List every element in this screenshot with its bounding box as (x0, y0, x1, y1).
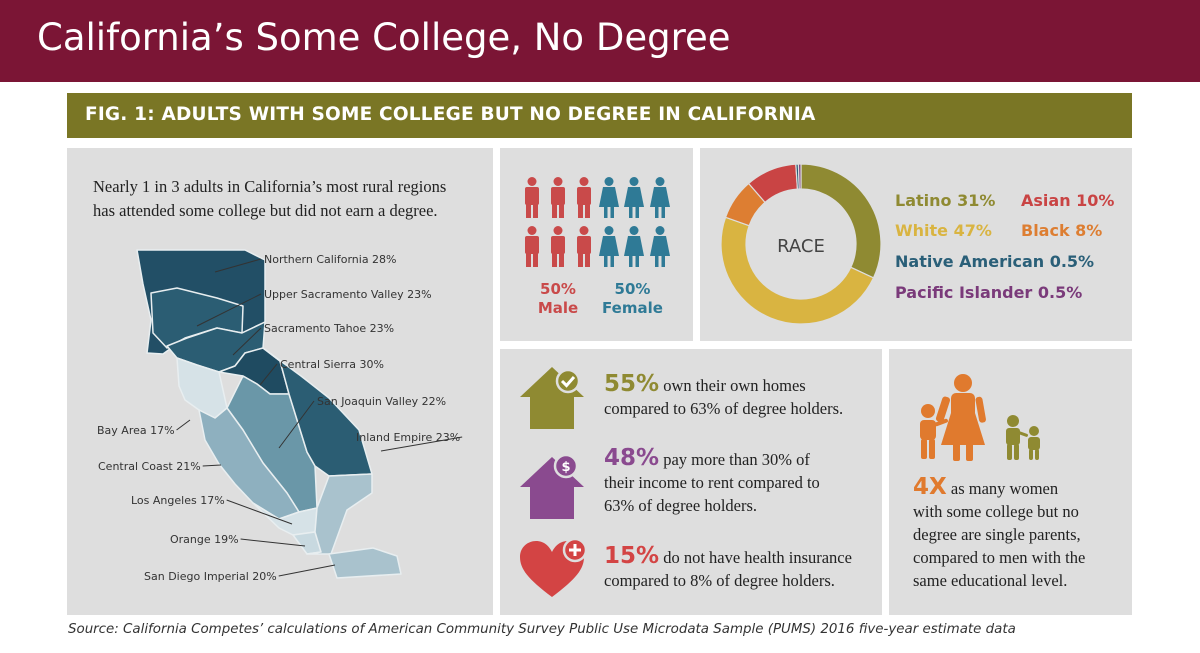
health-insurance-stat: 15% do not have health insurance compare… (604, 545, 874, 592)
map-label-inland-empire: Inland Empire 23% (356, 431, 460, 444)
single-parents-panel: 4X as many women with some college but n… (889, 349, 1132, 615)
donut-slice-white (720, 216, 875, 325)
map-intro-line1: Nearly 1 in 3 adults in California’s mos… (93, 177, 447, 196)
slide-title: California’s Some College, No Degree (37, 16, 731, 59)
race-legend-black: Black 8% (1021, 221, 1103, 240)
rent-burden-line1: pay more than 30% of (663, 450, 810, 469)
male-person-icon-2 (551, 177, 565, 218)
map-leader-los-angeles (226, 499, 293, 525)
single-parents-line4: compared to men with the (913, 548, 1086, 567)
female-person-icon-6 (650, 226, 670, 267)
male-percent: 50% (540, 280, 576, 298)
single-parents-line5: same educational level. (913, 571, 1068, 590)
map-leader-san-joaquin-valley (278, 400, 315, 449)
source-note: Source: California Competes’ calculation… (68, 622, 1016, 637)
female-person-icon-4 (599, 226, 619, 267)
male-person-icon-5 (551, 226, 565, 267)
figure-header: FIG. 1: ADULTS WITH SOME COLLEGE BUT NO … (67, 93, 1132, 138)
map-leader-orange (240, 538, 306, 547)
race-center-label: RACE (777, 236, 825, 257)
female-person-icon-1 (599, 177, 619, 218)
rent-burden-value: 48% (604, 445, 660, 471)
map-leader-inland-empire (380, 436, 463, 452)
race-legend-pacific-islander: Pacific Islander 0.5% (895, 283, 1083, 302)
race-donut-chart: RACE (720, 163, 882, 325)
home-ownership-stat: 55% own their own homes compared to 63% … (604, 373, 874, 420)
rent-burden-line3: 63% of degree holders. (604, 496, 758, 515)
gender-panel: 50% Male 50% Female (500, 148, 693, 341)
race-legend-native-american: Native American 0.5% (895, 252, 1095, 271)
female-label: 50% Female (595, 280, 670, 318)
map-panel: Nearly 1 in 3 adults in California’s mos… (67, 148, 493, 615)
female-person-icon-3 (650, 177, 670, 218)
race-legend-asian: Asian 10% (1021, 191, 1115, 210)
single-parents-line3: degree are single parents, (913, 525, 1081, 544)
donut-slice-latino (800, 163, 882, 279)
male-person-icon-4 (525, 226, 539, 267)
health-insurance-line2: compared to 8% of degree holders. (604, 571, 835, 590)
home-ownership-line1: own their own homes (663, 376, 806, 395)
map-region-san-diego-imperial-south (328, 547, 402, 579)
single-parent-family-icon (920, 374, 1040, 461)
single-parents-value: 4X (913, 474, 947, 500)
map-label-orange: Orange 19% (170, 533, 239, 546)
single-parents-text: 4X as many women with some college but n… (913, 476, 1119, 592)
figure-title: FIG. 1: ADULTS WITH SOME COLLEGE BUT NO … (85, 104, 816, 125)
map-label-san-diego-imperial: San Diego Imperial 20% (144, 570, 277, 583)
map-leader-central-sierra (259, 363, 278, 386)
health-insurance-value: 15% (604, 543, 660, 569)
map-label-bay-area: Bay Area 17% (97, 424, 175, 437)
map-intro-line2: has attended some college but did not ea… (93, 201, 438, 220)
map-leader-northern-california (214, 258, 262, 273)
map-intro-text: Nearly 1 in 3 adults in California’s mos… (93, 175, 483, 223)
race-legend-white: White 47% (895, 221, 992, 240)
california-map: Northern California 28% Upper Sacramento … (97, 249, 463, 583)
rent-burden-stat: 48% pay more than 30% of their income to… (604, 447, 874, 517)
map-leader-central-coast (202, 464, 222, 467)
rent-burden-line2: their income to rent compared to (604, 473, 820, 492)
map-label-central-sierra: Central Sierra 30% (280, 358, 384, 371)
male-person-icon-1 (525, 177, 539, 218)
female-person-icon-5 (624, 226, 644, 267)
donut-slice-pacific-islander (797, 163, 802, 190)
home-ownership-value: 55% (604, 371, 660, 397)
home-ownership-line2: compared to 63% of degree holders. (604, 399, 844, 418)
map-label-central-coast: Central Coast 21% (98, 460, 201, 473)
map-label-san-joaquin-valley: San Joaquin Valley 22% (317, 395, 446, 408)
map-label-los-angeles: Los Angeles 17% (131, 494, 225, 507)
gender-pictogram (525, 177, 670, 267)
female-percent: 50% (614, 280, 651, 298)
female-category: Female (602, 299, 663, 317)
heart-plus-icon (520, 537, 588, 597)
map-leader-sacramento-tahoe (232, 327, 262, 356)
single-parents-line1: as many women (950, 479, 1059, 498)
house-check-icon (520, 367, 584, 429)
map-leader-upper-sacramento-valley (196, 293, 262, 327)
stats-panel: 55% own their own homes compared to 63% … (500, 349, 882, 615)
race-panel: RACE Latino 31% White 47% Native American … (700, 148, 1132, 341)
female-person-icon-2 (624, 177, 644, 218)
title-bar: California’s Some College, No Degree (0, 0, 1200, 82)
svg-text:$: $ (561, 460, 570, 475)
male-category: Male (537, 299, 579, 317)
map-leader-san-diego-imperial (278, 564, 336, 577)
male-person-icon-6 (577, 226, 591, 267)
map-region-san-diego-imperial (306, 473, 373, 555)
map-label-northern-california: Northern California 28% (264, 253, 397, 266)
single-parents-line2: with some college but no (913, 502, 1079, 521)
house-dollar-icon: $ (520, 453, 584, 519)
race-legend-latino: Latino 31% (895, 191, 996, 210)
map-label-sacramento-tahoe: Sacramento Tahoe 23% (264, 322, 394, 335)
map-leader-bay-area (176, 419, 191, 431)
male-label: 50% Male (528, 280, 588, 318)
male-person-icon-3 (577, 177, 591, 218)
map-label-upper-sacramento-valley: Upper Sacramento Valley 23% (264, 288, 432, 301)
health-insurance-line1: do not have health insurance (663, 548, 852, 567)
